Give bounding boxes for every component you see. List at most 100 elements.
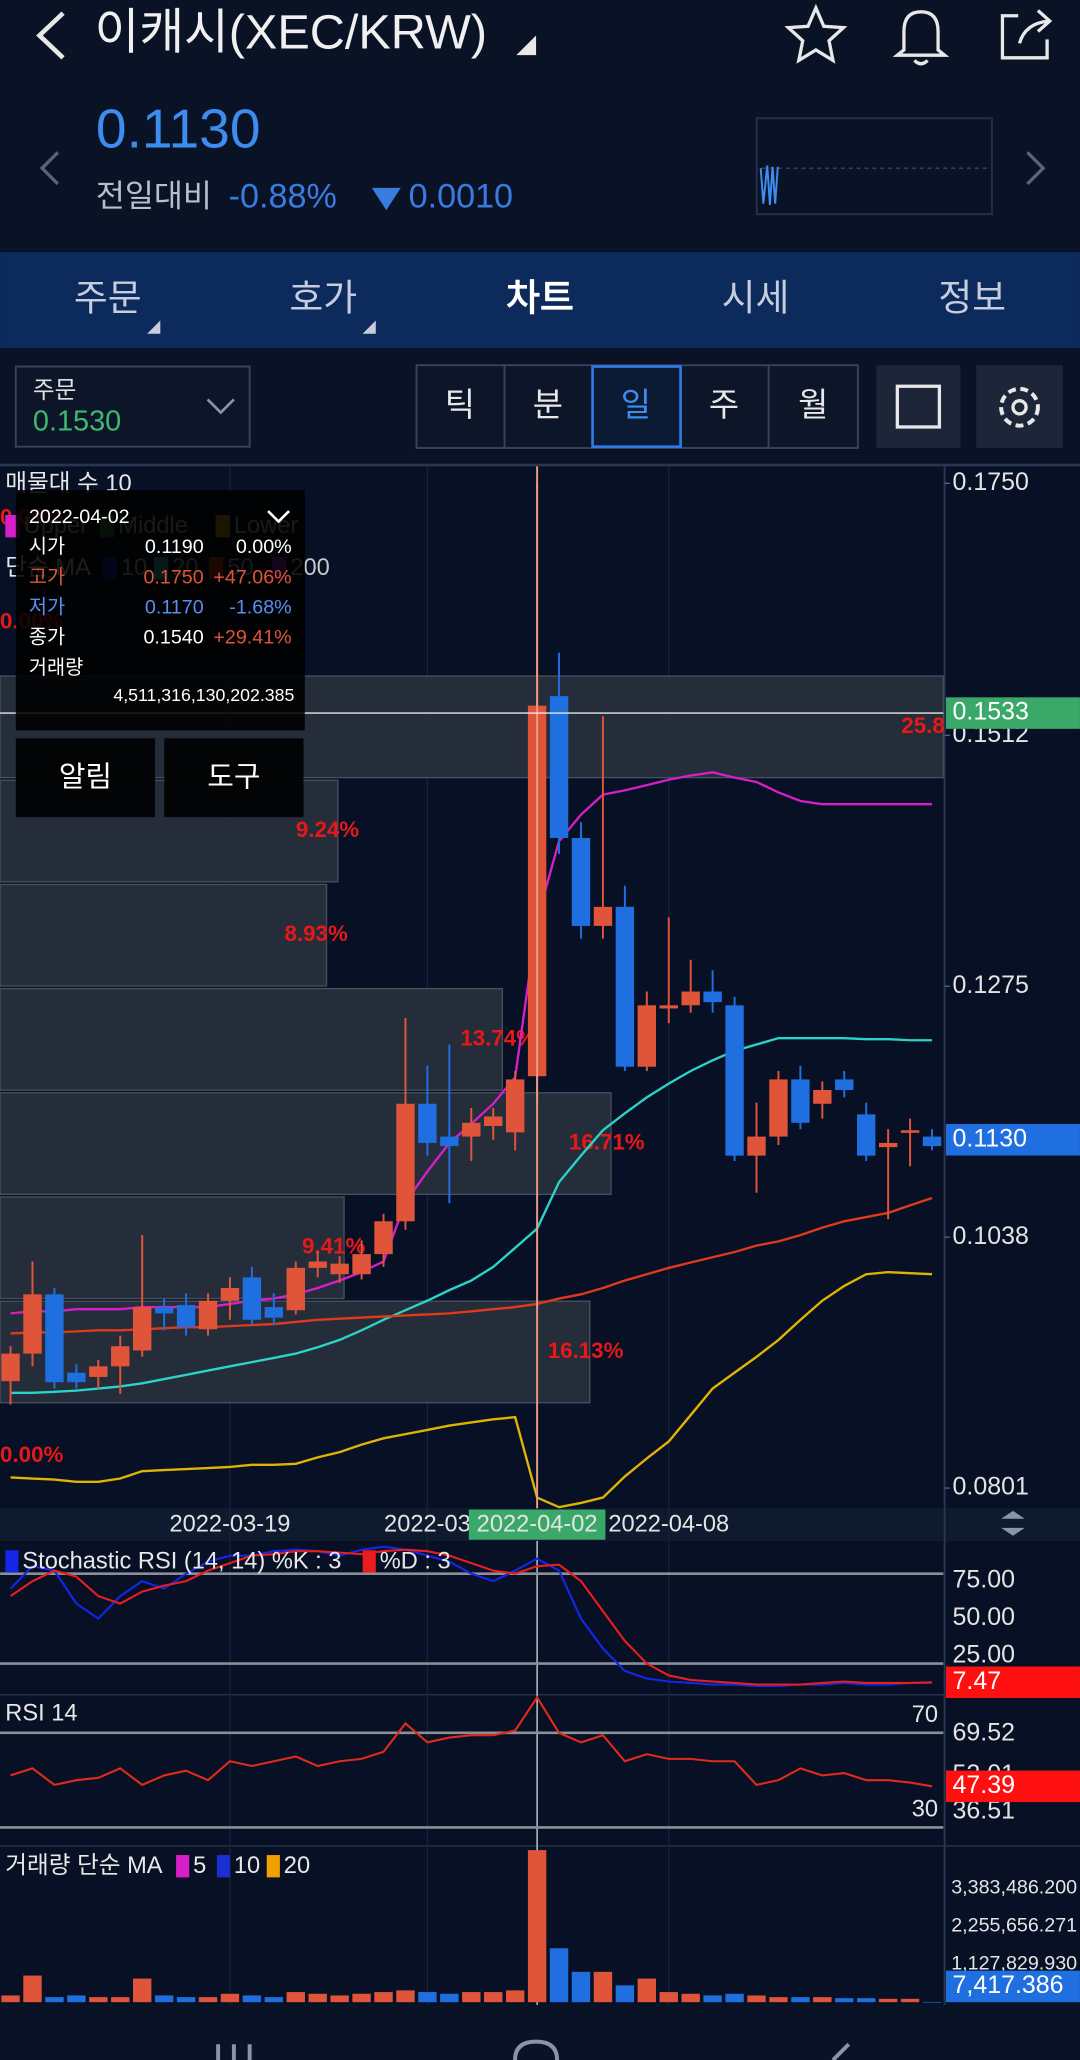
period-button[interactable]: 일 bbox=[621, 386, 651, 423]
order-value: 0.1530 bbox=[33, 406, 121, 438]
price-tag-label: 47.39 bbox=[953, 1771, 1015, 1799]
x-tick-label: 2022-04-02 bbox=[477, 1512, 598, 1538]
legend-entry: %D : 3 bbox=[380, 1548, 451, 1574]
popup-row-label: 고가 bbox=[29, 566, 65, 588]
candle-body bbox=[45, 1294, 64, 1383]
popup-row-value: 0.1190 bbox=[145, 536, 204, 558]
tab-active[interactable]: 차트 bbox=[506, 278, 574, 319]
volume-bar bbox=[176, 1997, 196, 2003]
change-percent: -0.88% bbox=[229, 177, 337, 215]
legend-swatch bbox=[176, 1855, 190, 1878]
tab[interactable]: 정보 bbox=[938, 278, 1006, 319]
volume-bar bbox=[878, 1998, 898, 2003]
back-button[interactable] bbox=[36, 11, 65, 60]
popup-collapse[interactable] bbox=[267, 510, 290, 524]
volume-bar bbox=[198, 1997, 218, 2003]
popup-date: 2022-04-02 bbox=[29, 506, 130, 528]
popup-volume-value: 4,511,316,130,202.385 bbox=[113, 685, 294, 705]
tool-button-label[interactable]: 알림 bbox=[59, 762, 112, 794]
next-arrow[interactable] bbox=[1026, 151, 1046, 186]
period-button[interactable]: 분 bbox=[533, 386, 563, 423]
x-tick-label: 2022-03-19 bbox=[170, 1512, 291, 1538]
bollinger-line bbox=[10, 1270, 933, 1509]
volume-bar bbox=[725, 1993, 744, 2003]
indicator-line bbox=[9, 1545, 933, 1688]
candle-body bbox=[374, 1221, 393, 1255]
tab[interactable]: 시세 bbox=[722, 278, 790, 319]
volume-bar bbox=[111, 1997, 130, 2003]
nav-back[interactable] bbox=[831, 2042, 851, 2060]
y-tick-label: 2,255,656.271 bbox=[951, 1914, 1077, 1936]
legend-entry: Stochastic RSI (14, 14) %K : 3 bbox=[22, 1548, 341, 1574]
moving-average-line bbox=[10, 1036, 933, 1395]
volume-bar bbox=[703, 1995, 722, 2003]
order-select[interactable] bbox=[14, 365, 251, 448]
y-tick-label: 0.1750 bbox=[953, 468, 1029, 496]
volume-bar bbox=[484, 1992, 503, 2003]
nav-recent[interactable] bbox=[216, 2044, 252, 2060]
period-button[interactable]: 월 bbox=[798, 386, 828, 423]
volume-profile-label: 25.8 bbox=[901, 713, 944, 738]
settings-button[interactable] bbox=[976, 365, 1063, 448]
prev-arrow[interactable] bbox=[39, 151, 60, 186]
volume-profile-label: 16.13% bbox=[548, 1338, 624, 1363]
resize-handle[interactable] bbox=[1001, 1510, 1025, 1536]
volume-bar bbox=[791, 1997, 810, 2003]
tab[interactable]: 주문 bbox=[74, 278, 142, 319]
volume-bar bbox=[900, 1998, 920, 2003]
popup-row-value: 0.1170 bbox=[145, 596, 204, 618]
price-tag bbox=[945, 1666, 1080, 1699]
favorite-icon[interactable] bbox=[784, 3, 848, 64]
legend-swatch bbox=[266, 1855, 280, 1878]
candle-body bbox=[571, 838, 591, 926]
candle-body bbox=[220, 1287, 240, 1301]
volume-bar bbox=[352, 1993, 371, 2003]
y-tick-label: 75.00 bbox=[953, 1566, 1015, 1594]
tab[interactable]: 호가 bbox=[289, 278, 357, 319]
popup-row-change: +29.41% bbox=[213, 627, 291, 649]
candle-body bbox=[176, 1304, 196, 1328]
layout-button[interactable] bbox=[876, 365, 961, 448]
candle-body bbox=[703, 991, 722, 1003]
order-chevron bbox=[206, 398, 235, 415]
candle-body bbox=[440, 1136, 459, 1147]
price-tag-label: 7,417.386 bbox=[953, 1971, 1064, 1999]
volume-bar bbox=[45, 1997, 64, 2003]
popup-row-label: 저가 bbox=[29, 596, 65, 618]
tool-button[interactable] bbox=[15, 738, 156, 818]
volume-bar bbox=[396, 1990, 415, 2003]
candle-body bbox=[23, 1294, 42, 1354]
volume-bar bbox=[132, 1978, 152, 2003]
legend-entry: 5 bbox=[193, 1853, 206, 1879]
candle-body bbox=[264, 1307, 284, 1318]
volume-profile-label: 16.71% bbox=[569, 1129, 645, 1154]
volume-bar bbox=[922, 2001, 942, 2003]
price-tag-label: 0.1533 bbox=[953, 698, 1029, 726]
volume-profile-label: 9.24% bbox=[296, 817, 359, 842]
volume-bar bbox=[242, 1995, 262, 2003]
legend-swatch bbox=[216, 1855, 230, 1878]
candle-body bbox=[505, 1079, 525, 1133]
tool-button-label[interactable]: 도구 bbox=[207, 762, 260, 794]
share-icon[interactable] bbox=[1000, 9, 1053, 60]
popup-row-change: +47.06% bbox=[213, 566, 291, 588]
alarm-icon[interactable] bbox=[892, 10, 950, 66]
candle-body bbox=[549, 696, 569, 839]
nav-home[interactable] bbox=[513, 2039, 560, 2060]
volume-bar bbox=[418, 1992, 437, 2003]
period-button[interactable]: 틱 bbox=[445, 386, 475, 423]
tool-button[interactable] bbox=[164, 738, 304, 818]
volume-bar bbox=[769, 1997, 788, 2003]
popup-row-label: 시가 bbox=[29, 536, 65, 558]
period-button[interactable]: 주 bbox=[709, 386, 739, 423]
price-tag bbox=[945, 1123, 1080, 1156]
info-popup bbox=[15, 490, 305, 731]
price-tag bbox=[945, 1770, 1080, 1803]
indicator-line bbox=[10, 1695, 933, 1788]
popup-row-change: 0.00% bbox=[236, 536, 292, 558]
volume-bar bbox=[593, 1971, 613, 2003]
candle-body bbox=[593, 906, 613, 926]
volume-bar bbox=[330, 1995, 349, 2003]
